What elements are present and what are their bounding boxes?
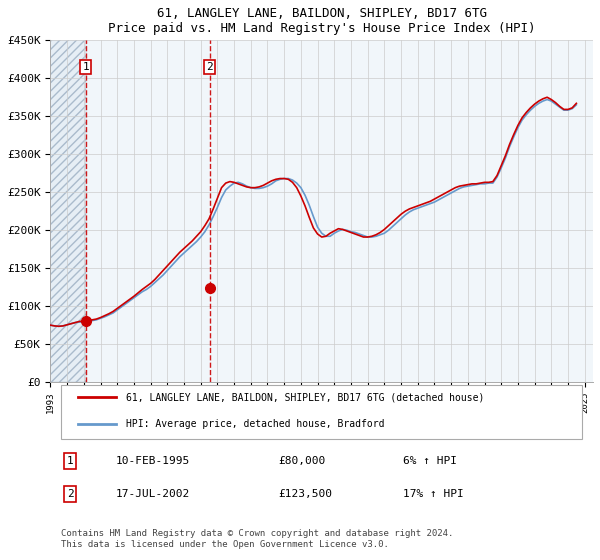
Text: 2: 2 xyxy=(206,62,213,72)
Text: 10-FEB-1995: 10-FEB-1995 xyxy=(116,456,190,466)
Text: 6% ↑ HPI: 6% ↑ HPI xyxy=(403,456,457,466)
Text: £123,500: £123,500 xyxy=(278,489,332,500)
Title: 61, LANGLEY LANE, BAILDON, SHIPLEY, BD17 6TG
Price paid vs. HM Land Registry's H: 61, LANGLEY LANE, BAILDON, SHIPLEY, BD17… xyxy=(108,7,535,35)
Text: £80,000: £80,000 xyxy=(278,456,326,466)
Bar xyxy=(86,40,210,382)
Bar xyxy=(50,40,86,382)
Text: 1: 1 xyxy=(67,456,73,466)
Text: 17-JUL-2002: 17-JUL-2002 xyxy=(116,489,190,500)
Text: 2: 2 xyxy=(67,489,73,500)
Text: HPI: Average price, detached house, Bradford: HPI: Average price, detached house, Brad… xyxy=(127,419,385,429)
Text: 1: 1 xyxy=(82,62,89,72)
Text: Contains HM Land Registry data © Crown copyright and database right 2024.
This d: Contains HM Land Registry data © Crown c… xyxy=(61,529,454,549)
Text: 17% ↑ HPI: 17% ↑ HPI xyxy=(403,489,464,500)
Text: 61, LANGLEY LANE, BAILDON, SHIPLEY, BD17 6TG (detached house): 61, LANGLEY LANE, BAILDON, SHIPLEY, BD17… xyxy=(127,392,485,402)
FancyBboxPatch shape xyxy=(61,385,582,439)
Bar xyxy=(210,40,593,382)
Bar xyxy=(50,40,86,382)
